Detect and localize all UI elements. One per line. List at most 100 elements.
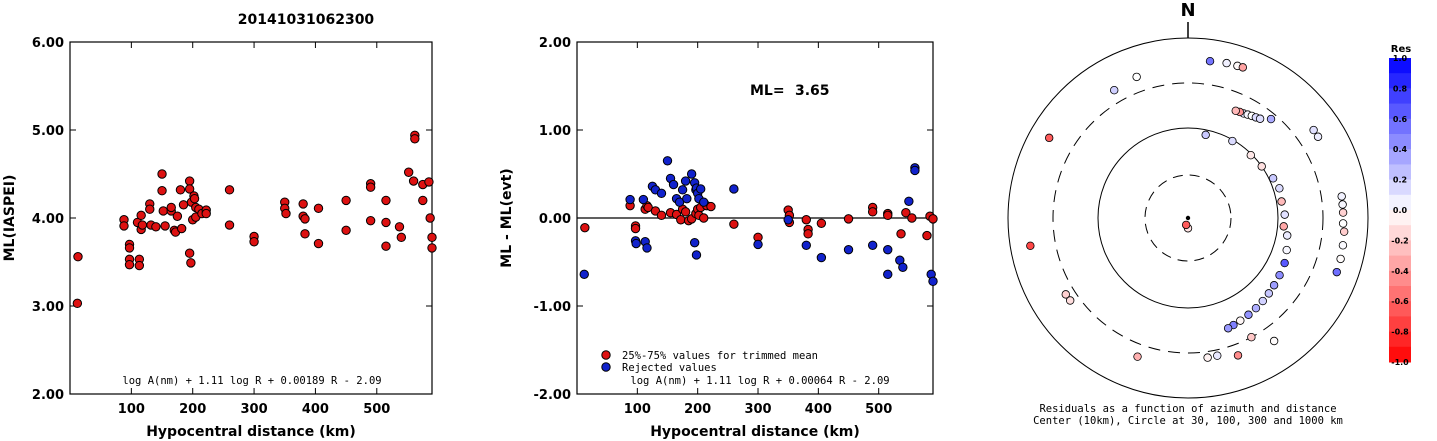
data-point	[410, 134, 420, 144]
data-point	[178, 200, 189, 210]
data-point	[300, 214, 310, 224]
data-point	[160, 221, 170, 231]
polar-point	[1337, 192, 1346, 201]
data-point	[816, 218, 827, 228]
x-axis-label: Hypocentral distance (km)	[650, 424, 860, 440]
x-tick-label: 500	[865, 402, 892, 417]
data-point	[172, 211, 183, 221]
data-point	[176, 223, 187, 234]
data-point	[151, 222, 161, 232]
colorbar-cell	[1389, 58, 1411, 74]
colorbar: Res 1.0 0.8 0.6 0.4 0.2 0.0 -0.2 -0.4 -0.6 -0.8 -1…	[1389, 44, 1411, 367]
polar-point	[1255, 114, 1265, 123]
data-point	[695, 184, 706, 194]
caption-line1: Residuals as a function of azimuth and d…	[1039, 403, 1336, 415]
data-point	[729, 184, 739, 194]
polar-point	[1332, 267, 1341, 277]
y-tick-label: 6.00	[32, 36, 64, 51]
data-point	[224, 185, 235, 195]
legend-marker-rejected	[601, 362, 611, 372]
data-point	[186, 258, 196, 268]
polar-point	[1044, 133, 1054, 143]
colorbar-tick-label: -0.2	[1391, 236, 1409, 245]
y-tick-label: -1.00	[534, 300, 571, 315]
polar-point	[1233, 351, 1243, 360]
polar-point	[1258, 296, 1267, 306]
data-point	[394, 222, 405, 232]
data-point	[313, 238, 324, 249]
data-point	[898, 262, 908, 272]
formula-annotation: log A(nm) + 1.11 log R + 0.00189 R - 2.0…	[122, 375, 381, 387]
x-axis: 100 200 300 400 500	[118, 42, 390, 417]
polar-point	[1277, 197, 1286, 206]
polar-point	[1026, 241, 1035, 250]
y-tick-label: 1.00	[539, 124, 571, 139]
polar-point	[1279, 222, 1288, 231]
data-point	[189, 193, 200, 204]
y-axis-label: ML - ML(evt)	[499, 168, 515, 267]
data-point	[300, 229, 310, 239]
colorbar-tick-label: 0.2	[1393, 176, 1407, 185]
colorbar-cell	[1389, 286, 1411, 302]
data-point	[691, 250, 702, 260]
data-point	[883, 269, 893, 280]
colorbar-tick-label: 0.8	[1393, 84, 1408, 93]
data-point	[910, 165, 920, 176]
polar-point	[1244, 310, 1253, 319]
data-point	[136, 210, 146, 221]
data-point	[662, 156, 673, 166]
polar-point	[1338, 241, 1348, 250]
panel-ml-residual: -2.00 -1.00 0.00 1.00 2.00 100 200 300 400 500 M…	[499, 36, 938, 440]
data-point	[145, 204, 155, 214]
colorbar-cell	[1389, 316, 1411, 333]
data-point	[631, 238, 641, 249]
data-point	[803, 229, 813, 239]
center-dot	[1185, 215, 1191, 221]
y-axis: -2.00 -1.00 0.00 1.00 2.00	[534, 36, 933, 403]
legend-label-trimmed: 25%-75% values for trimmed mean	[622, 350, 818, 362]
data-point	[699, 213, 709, 223]
data-point	[166, 202, 176, 213]
polar-point	[1336, 254, 1345, 264]
colorbar-cell	[1389, 240, 1411, 257]
data-point	[843, 214, 854, 224]
polar-point	[1338, 200, 1347, 209]
colorbar-cell	[1389, 88, 1411, 105]
data-point	[137, 220, 148, 230]
polar-point	[1309, 125, 1318, 135]
polar-point	[1269, 336, 1279, 346]
data-point	[157, 186, 167, 196]
y-tick-label: -2.00	[534, 388, 571, 403]
polar-point	[1061, 290, 1070, 299]
data-point	[201, 208, 211, 219]
x-tick-label: 400	[805, 402, 832, 417]
data-point	[298, 199, 308, 209]
colorbar-cells	[1389, 58, 1411, 363]
polar-point	[1247, 332, 1256, 342]
data-point	[381, 217, 391, 228]
data-point	[642, 243, 652, 253]
polar-point	[1213, 351, 1222, 360]
x-axis: 100 200 300 400 500	[624, 42, 892, 417]
polar-point	[1132, 72, 1141, 82]
legend-marker-trimmed	[601, 350, 611, 360]
data-point	[158, 206, 168, 216]
colorbar-cell	[1389, 118, 1411, 135]
polar-point	[1338, 219, 1348, 228]
polar-point	[1181, 220, 1191, 230]
data-point	[928, 276, 938, 287]
caption-line2: Center (10km), Circle at 30, 100, 300 an…	[1033, 415, 1343, 427]
polar-point	[1223, 324, 1233, 333]
colorbar-cell	[1389, 134, 1411, 150]
data-point	[73, 252, 83, 262]
data-point	[801, 215, 811, 225]
data-point	[365, 215, 376, 226]
colorbar-cell	[1389, 346, 1411, 363]
colorbar-cell	[1389, 210, 1411, 226]
polar-point	[1236, 316, 1245, 325]
polar-point	[1065, 296, 1075, 305]
data-point	[625, 194, 635, 205]
data-point	[904, 196, 914, 206]
x-tick-label: 100	[118, 402, 145, 417]
polar-point	[1283, 231, 1292, 240]
